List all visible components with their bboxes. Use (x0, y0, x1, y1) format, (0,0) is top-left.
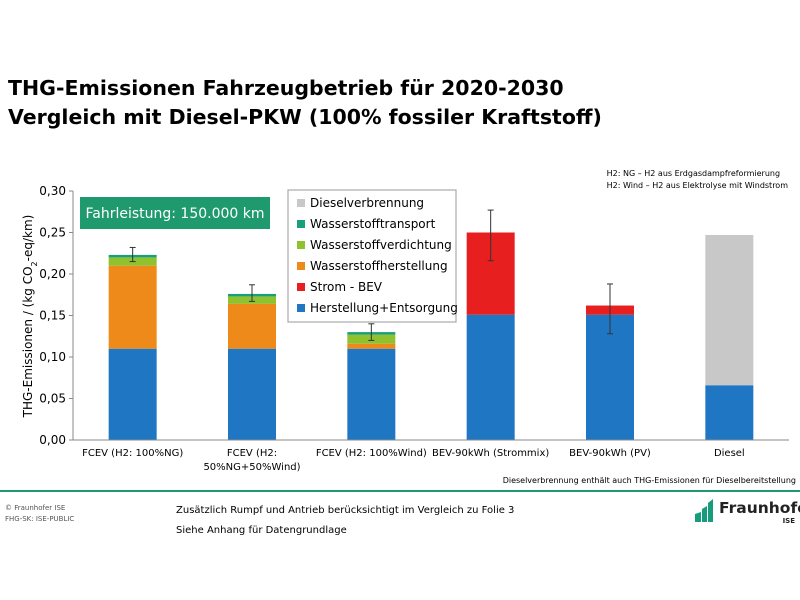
x-labels-group: FCEV (H2: 100%NG) FCEV (H2: 50%NG+50%Wind)… (82, 448, 745, 473)
bar-segment (347, 348, 396, 440)
footer-line-1: Zusätzlich Rumpf und Antrieb berücksicht… (176, 505, 515, 516)
legend-label: Strom - BEV (310, 280, 383, 294)
fraunhofer-logo: Fraunhofer ISE (693, 496, 800, 530)
legend-swatch (297, 241, 305, 249)
bars-group (108, 232, 754, 440)
y-tick-label: 0,30 (39, 184, 66, 198)
x-tick-label: Diesel (714, 448, 745, 459)
error-bars-group (129, 209, 613, 341)
diesel-footnote: Dieselverbrennung enthält auch THG-Emiss… (502, 476, 796, 485)
bar-segment (705, 234, 754, 386)
fraunhofer-logo-icon (695, 499, 713, 522)
note-wind: H2: Wind – H2 aus Elektrolyse mit Windst… (606, 181, 788, 190)
title-line-2: Vergleich mit Diesel-PKW (100% fossiler … (8, 105, 602, 129)
bar-segment (228, 303, 276, 349)
mileage-badge-text: Fahrleistung: 150.000 km (85, 206, 264, 222)
logo-sub: ISE (782, 517, 795, 525)
y-tick-label: 0,10 (39, 350, 66, 364)
bar-segment (586, 314, 634, 440)
slide-title: THG-Emissionen Fahrzeugbetrieb für 2020-… (8, 74, 602, 132)
y-tick-label: 0,25 (39, 226, 66, 240)
copyright-block: © Fraunhofer ISE FHG-SK: ISE-PUBLIC (5, 503, 74, 525)
note-ng: H2: NG – H2 aus Erdgasdampfreformierung (606, 169, 781, 178)
legend-swatch (297, 304, 305, 312)
footer-line-2: Siehe Anhang für Datengrundlage (176, 525, 347, 536)
bar-segment (108, 265, 157, 349)
classification: FHG-SK: ISE-PUBLIC (5, 515, 75, 523)
logo-name: Fraunhofer (719, 499, 800, 517)
stacked-bar-chart: 0,00 0,05 0,10 0,15 0,20 0,25 0,30 FCEV (H2: 1… (21, 184, 789, 473)
legend-swatch (297, 220, 305, 228)
x-tick-label: FCEV (H2: 100%NG) (82, 448, 183, 459)
legend: Dieselverbrennung Wasserstofftransport Was… (287, 189, 458, 323)
legend-swatch (297, 199, 305, 207)
copyright: © Fraunhofer ISE (5, 504, 66, 512)
legend-label: Wasserstoffherstellung (310, 259, 448, 273)
y-tick-label: 0,20 (39, 267, 66, 281)
bar-segment (228, 348, 276, 440)
y-tick-label: 0,05 (39, 392, 66, 406)
bar-segment (347, 343, 396, 349)
legend-label: Dieselverbrennung (310, 196, 424, 210)
y-axis-label: THG-Emissionen / (kg CO2-eq/km) (21, 215, 39, 419)
bar-segment (108, 348, 157, 440)
x-tick-label: BEV-90kWh (PV) (569, 448, 651, 459)
legend-label: Herstellung+Entsorgung (310, 301, 458, 315)
legend-swatch (297, 283, 305, 291)
y-tick-label: 0,00 (39, 433, 66, 447)
title-line-1: THG-Emissionen Fahrzeugbetrieb für 2020-… (8, 76, 564, 100)
legend-label: Wasserstofftransport (310, 217, 436, 231)
footer-rule (0, 490, 800, 492)
x-tick-label: FCEV (H2: 100%Wind) (316, 448, 427, 459)
x-tick-label: FCEV (H2: (227, 448, 277, 459)
y-ticks-group: 0,00 0,05 0,10 0,15 0,20 0,25 0,30 (39, 184, 73, 447)
legend-label: Wasserstoffverdichtung (310, 238, 452, 252)
x-tick-label: BEV-90kWh (Strommix) (432, 448, 549, 459)
legend-swatch (297, 262, 305, 270)
hydrogen-source-notes: H2: NG – H2 aus Erdgasdampfreformierung … (607, 168, 788, 192)
x-tick-label: 50%NG+50%Wind) (203, 462, 300, 473)
y-tick-label: 0,15 (39, 309, 66, 323)
bar-segment (705, 385, 754, 440)
bar-segment (466, 314, 515, 440)
footer-notes: Zusätzlich Rumpf und Antrieb berücksicht… (176, 501, 514, 541)
mileage-badge: Fahrleistung: 150.000 km (80, 197, 270, 229)
